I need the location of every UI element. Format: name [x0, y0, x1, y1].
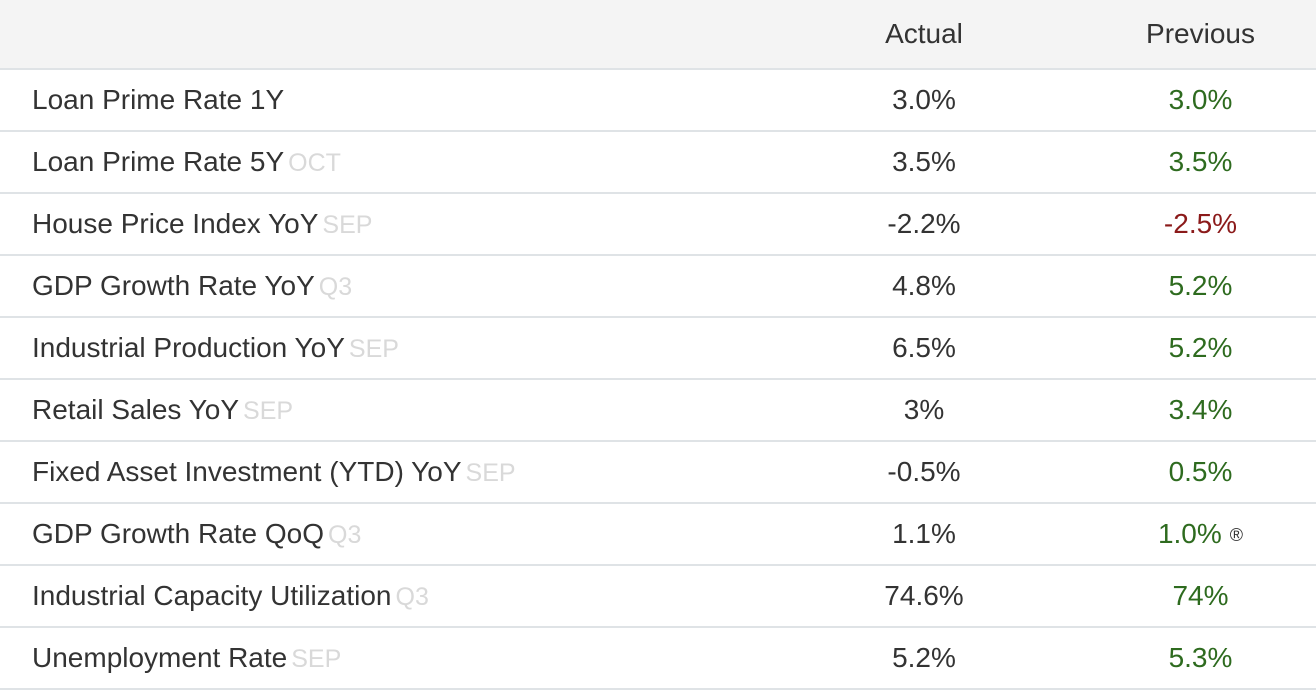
previous-cell: 5.3% — [1085, 642, 1316, 674]
previous-cell: 74% — [1085, 580, 1316, 612]
table-row: Industrial Capacity Utilization Q3 74.6% 74… — [0, 566, 1316, 628]
previous-value: 3.5% — [1168, 146, 1233, 177]
indicator-link[interactable]: Loan Prime Rate 1Y — [32, 84, 285, 115]
previous-value: -2.5% — [1163, 208, 1238, 239]
indicator-name-cell: Fixed Asset Investment (YTD) YoY SEP — [0, 456, 830, 488]
indicator-link[interactable]: House Price Index YoY — [32, 208, 319, 239]
reference-period: SEP — [291, 645, 342, 673]
previous-value: 3.4% — [1168, 394, 1233, 425]
actual-value: 74.6% — [884, 580, 964, 611]
previous-cell: 0.5% — [1085, 456, 1316, 488]
table-row: Loan Prime Rate 5Y OCT 3.5% 3.5% — [0, 132, 1316, 194]
previous-cell: 5.2% — [1085, 270, 1316, 302]
previous-cell: 1.0% ® — [1085, 518, 1316, 550]
reference-period: Q3 — [318, 273, 353, 301]
actual-value: 3.0% — [892, 84, 956, 115]
reference-period: SEP — [465, 459, 516, 487]
actual-value: 5.2% — [892, 642, 956, 673]
table-row: Loan Prime Rate 1Y 3.0% 3.0% — [0, 70, 1316, 132]
indicator-link[interactable]: Retail Sales YoY — [32, 394, 240, 425]
previous-cell: 5.2% — [1085, 332, 1316, 364]
previous-cell: 3.4% — [1085, 394, 1316, 426]
previous-value: 1.0% — [1157, 518, 1222, 549]
header-actual: Actual — [885, 18, 963, 49]
indicator-name-cell: Retail Sales YoY SEP — [0, 394, 830, 426]
table-row: GDP Growth Rate QoQ Q3 1.1% 1.0% ® — [0, 504, 1316, 566]
indicator-name-cell: House Price Index YoY SEP — [0, 208, 830, 240]
reference-period: SEP — [348, 335, 399, 363]
indicator-link[interactable]: Unemployment Rate — [32, 642, 288, 673]
actual-value: 1.1% — [892, 518, 956, 549]
indicator-link[interactable]: GDP Growth Rate YoY — [32, 270, 315, 301]
table-row: House Price Index YoY SEP -2.2% -2.5% — [0, 194, 1316, 256]
table-row: Retail Sales YoY SEP 3% 3.4% — [0, 380, 1316, 442]
header-previous: Previous — [1146, 18, 1255, 49]
table-row: Unemployment Rate SEP 5.2% 5.3% — [0, 628, 1316, 690]
previous-value: 5.2% — [1168, 332, 1233, 363]
previous-value: 74% — [1172, 580, 1229, 611]
previous-cell: 3.5% — [1085, 146, 1316, 178]
indicator-link[interactable]: Industrial Production YoY — [32, 332, 345, 363]
revised-icon: ® — [1229, 525, 1244, 546]
actual-value: -2.2% — [887, 208, 961, 239]
previous-value: 3.0% — [1168, 84, 1233, 115]
previous-cell: 3.0% — [1085, 84, 1316, 116]
actual-value: 6.5% — [892, 332, 956, 363]
table-row: Industrial Production YoY SEP 6.5% 5.2% — [0, 318, 1316, 380]
previous-value: 0.5% — [1168, 456, 1233, 487]
indicator-name-cell: GDP Growth Rate YoY Q3 — [0, 270, 830, 302]
indicator-link[interactable]: Fixed Asset Investment (YTD) YoY — [32, 456, 462, 487]
indicator-name-cell: Industrial Capacity Utilization Q3 — [0, 580, 830, 612]
indicator-name-cell: Loan Prime Rate 1Y — [0, 84, 830, 116]
reference-period: SEP — [322, 211, 373, 239]
table-header: Actual Previous — [0, 0, 1316, 70]
previous-cell: -2.5% — [1085, 208, 1316, 240]
indicator-name-cell: Loan Prime Rate 5Y OCT — [0, 146, 830, 178]
indicator-name-cell: Unemployment Rate SEP — [0, 642, 830, 674]
previous-value: 5.2% — [1168, 270, 1233, 301]
table-row: Fixed Asset Investment (YTD) YoY SEP -0.5%… — [0, 442, 1316, 504]
reference-period: Q3 — [395, 583, 429, 611]
indicator-link[interactable]: Industrial Capacity Utilization — [32, 580, 392, 611]
actual-value: -0.5% — [887, 456, 961, 487]
indicator-link[interactable]: Loan Prime Rate 5Y — [32, 146, 285, 177]
reference-period: SEP — [243, 397, 294, 425]
previous-value: 5.3% — [1168, 642, 1233, 673]
reference-period: OCT — [288, 149, 341, 177]
actual-value: 4.8% — [892, 270, 956, 301]
table-row: GDP Growth Rate YoY Q3 4.8% 5.2% — [0, 256, 1316, 318]
reference-period: Q3 — [328, 521, 362, 549]
actual-value: 3.5% — [892, 146, 956, 177]
indicator-name-cell: Industrial Production YoY SEP — [0, 332, 830, 364]
actual-value: 3% — [903, 394, 945, 425]
indicator-link[interactable]: GDP Growth Rate QoQ — [32, 518, 325, 549]
indicator-name-cell: GDP Growth Rate QoQ Q3 — [0, 518, 830, 550]
